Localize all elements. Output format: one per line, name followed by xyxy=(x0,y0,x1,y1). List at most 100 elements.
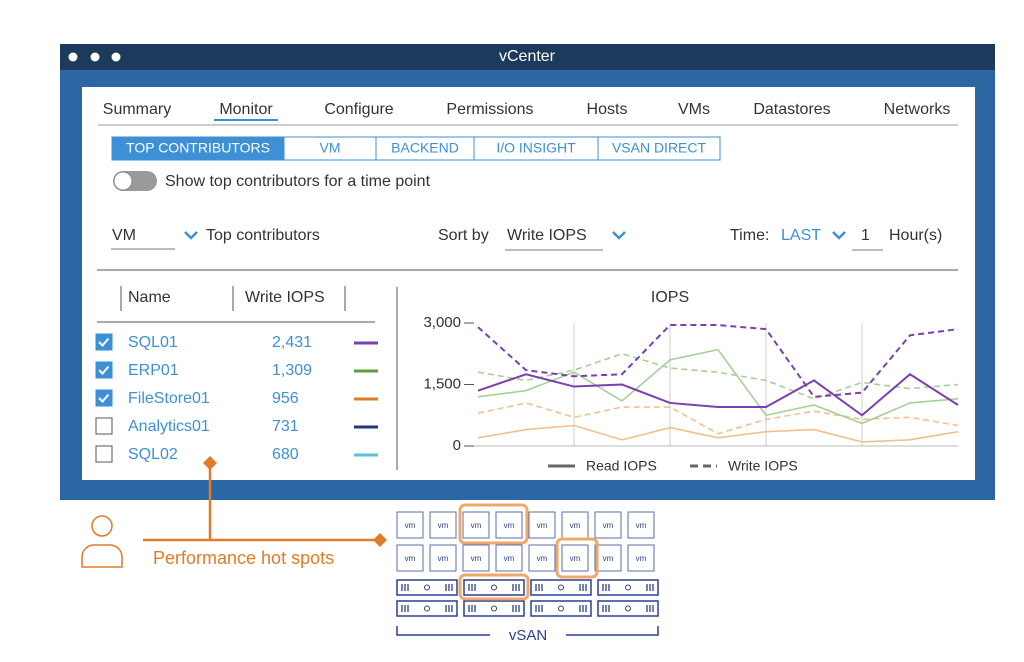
vm-box xyxy=(495,511,523,539)
row-name[interactable]: SQL01 xyxy=(128,334,178,351)
server-led xyxy=(625,584,631,591)
subtab-label[interactable]: VSAN DIRECT xyxy=(612,140,707,156)
cluster-bracket xyxy=(396,626,659,636)
vm-label: vm xyxy=(438,554,449,563)
filter-text[interactable]: 1 xyxy=(861,227,870,244)
checkbox[interactable] xyxy=(95,333,113,351)
server-slots xyxy=(602,584,654,591)
vm-box xyxy=(627,544,655,572)
tab[interactable]: Summary xyxy=(103,101,171,118)
server-led xyxy=(424,605,430,612)
filter-text[interactable]: Hour(s) xyxy=(889,227,942,244)
server xyxy=(530,579,592,596)
title-bar xyxy=(60,44,995,70)
filter-text[interactable]: Sort by xyxy=(438,227,489,244)
server xyxy=(396,579,458,596)
row-value: 956 xyxy=(272,390,299,407)
tab[interactable]: Hosts xyxy=(587,101,628,118)
vm-box xyxy=(396,544,424,572)
filter-text[interactable]: Write IOPS xyxy=(507,227,587,244)
column-header[interactable]: Write IOPS xyxy=(245,289,325,306)
vm-box xyxy=(429,511,457,539)
vm-label: vm xyxy=(504,554,515,563)
vm-box xyxy=(462,511,490,539)
vm-label: vm xyxy=(471,521,482,530)
vm-box xyxy=(396,511,424,539)
window-dot[interactable] xyxy=(111,52,121,62)
row-value: 680 xyxy=(272,446,299,463)
row-name[interactable]: FileStore01 xyxy=(128,390,210,407)
server xyxy=(597,600,659,617)
legend-label: Write IOPS xyxy=(728,458,798,474)
diamond xyxy=(373,533,387,547)
window-dot[interactable] xyxy=(68,52,78,62)
y-tick-label: 1,500 xyxy=(423,375,461,392)
filter-text[interactable]: Top contributors xyxy=(206,227,320,244)
vm-box xyxy=(561,511,589,539)
vm-box xyxy=(495,544,523,572)
series-line xyxy=(477,402,959,435)
vm-label: vm xyxy=(537,554,548,563)
server-slots xyxy=(468,584,520,591)
checkbox[interactable] xyxy=(95,445,113,463)
vm-label: vm xyxy=(636,521,647,530)
window-dot[interactable] xyxy=(90,52,100,62)
vm-box xyxy=(594,511,622,539)
hot-spot xyxy=(458,573,530,601)
vm-label: vm xyxy=(570,521,581,530)
row-value: 2,431 xyxy=(272,334,312,351)
tab[interactable]: Monitor xyxy=(219,101,273,118)
checkbox[interactable] xyxy=(95,417,113,435)
server xyxy=(597,579,659,596)
user-head xyxy=(91,515,113,537)
chevron[interactable] xyxy=(612,231,626,240)
vm-box xyxy=(528,511,556,539)
y-tick-label: 0 xyxy=(453,437,461,454)
vm-label: vm xyxy=(603,521,614,530)
subtab-label[interactable]: BACKEND xyxy=(391,140,459,156)
tab[interactable]: VMs xyxy=(678,101,710,118)
subtab[interactable] xyxy=(597,136,721,161)
checkbox[interactable] xyxy=(95,389,113,407)
server-slots xyxy=(535,605,587,612)
subtab-label[interactable]: I/O INSIGHT xyxy=(496,140,576,156)
vm-label: vm xyxy=(636,554,647,563)
subtab-label[interactable]: VM xyxy=(320,140,341,156)
row-name[interactable]: ERP01 xyxy=(128,362,179,379)
chevron[interactable] xyxy=(184,231,198,240)
server-slots xyxy=(468,605,520,612)
series-line xyxy=(477,352,959,400)
callout-label: Performance hot spots xyxy=(153,548,334,568)
vm-label: vm xyxy=(471,554,482,563)
vm-box xyxy=(627,511,655,539)
server xyxy=(463,579,525,596)
row-name[interactable]: Analytics01 xyxy=(128,418,210,435)
subtab-label[interactable]: TOP CONTRIBUTORS xyxy=(126,140,270,156)
diamond xyxy=(203,456,217,470)
filter-text[interactable]: VM xyxy=(112,227,136,244)
vm-box xyxy=(594,544,622,572)
tab[interactable]: Permissions xyxy=(446,101,533,118)
vm-label: vm xyxy=(570,554,581,563)
server-led xyxy=(424,584,430,591)
chevron[interactable] xyxy=(832,231,846,240)
vm-box xyxy=(429,544,457,572)
series-line xyxy=(477,348,959,425)
column-header[interactable]: Name xyxy=(128,289,171,306)
checkbox[interactable] xyxy=(95,361,113,379)
server xyxy=(396,600,458,617)
window-title: vCenter xyxy=(499,48,556,65)
server-led xyxy=(558,584,564,591)
toggle-label: Show top contributors for a time point xyxy=(165,173,431,190)
tab[interactable]: Configure xyxy=(324,101,393,118)
row-name[interactable]: SQL02 xyxy=(128,446,178,463)
tab[interactable]: Networks xyxy=(884,101,951,118)
series-line xyxy=(477,324,959,398)
row-value: 731 xyxy=(272,418,299,435)
server xyxy=(530,600,592,617)
server-slots xyxy=(535,584,587,591)
filter-text[interactable]: LAST xyxy=(781,227,821,244)
tab[interactable]: Datastores xyxy=(753,101,830,118)
filter-text[interactable]: Time: xyxy=(730,227,769,244)
checkmark xyxy=(98,365,110,375)
